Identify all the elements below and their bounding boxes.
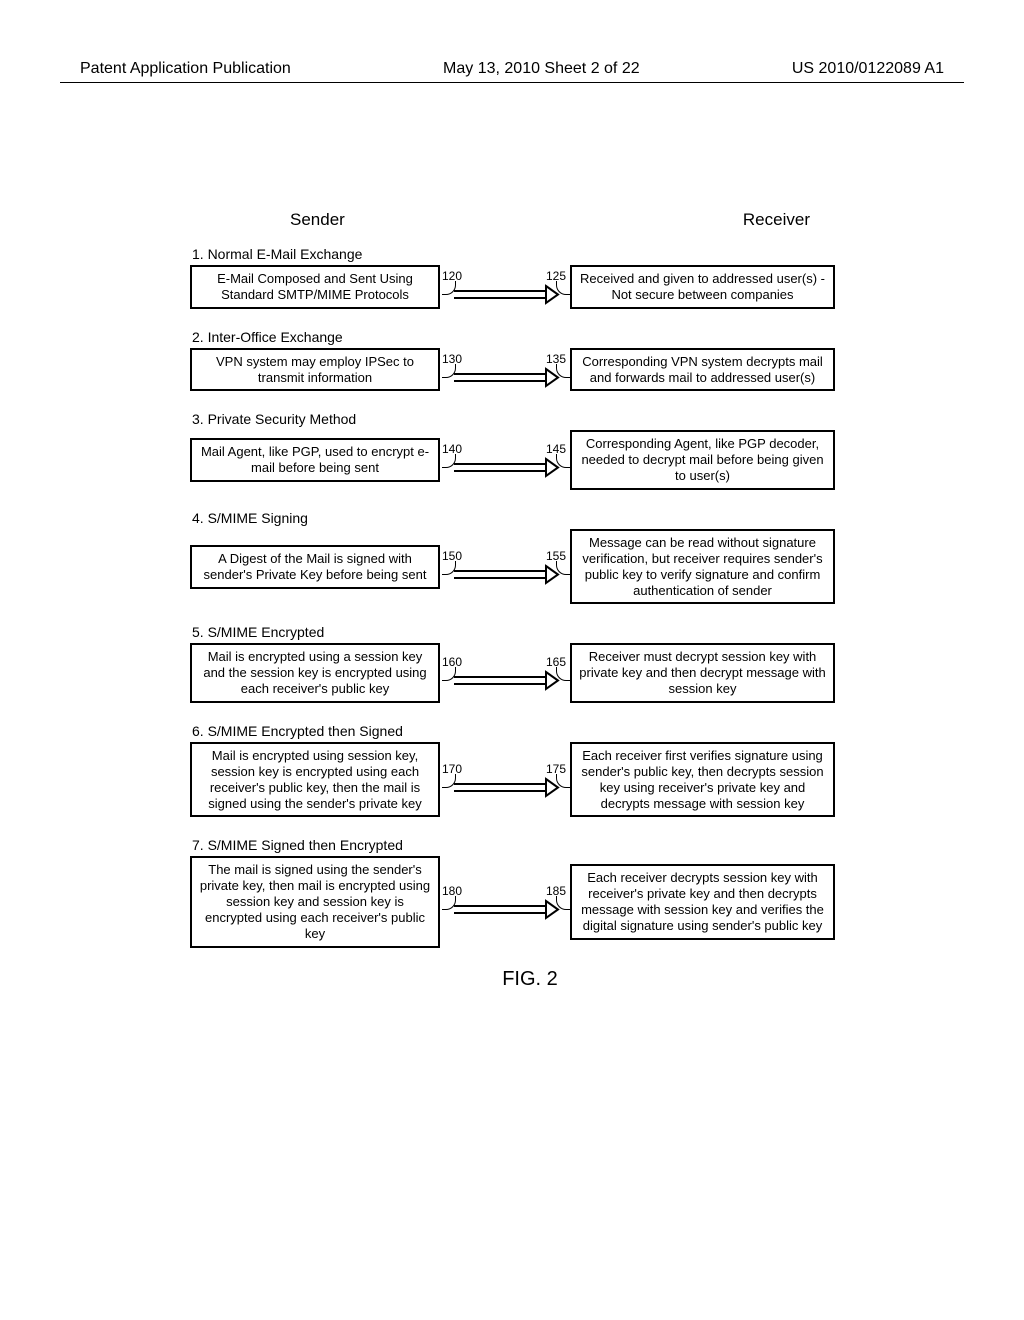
diagram-row: 6. S/MIME Encrypted then Signed Mail is … <box>190 723 870 817</box>
arrow-icon <box>450 669 560 691</box>
ref-pair: 140 145 <box>440 442 570 456</box>
arrow-icon <box>450 283 560 305</box>
row-title: 1. Normal E-Mail Exchange <box>190 246 870 262</box>
diagram-row: 3. Private Security Method Mail Agent, l… <box>190 411 870 490</box>
header-center: May 13, 2010 Sheet 2 of 22 <box>443 60 640 78</box>
arrow-icon <box>450 776 560 798</box>
diagram-row: 2. Inter-Office Exchange VPN system may … <box>190 329 870 392</box>
sender-box: Mail is encrypted using a session key an… <box>190 643 440 703</box>
receiver-box: Each receiver first verifies signature u… <box>570 742 835 817</box>
receiver-box: Received and given to addressed user(s) … <box>570 265 835 309</box>
receiver-box: Receiver must decrypt session key with p… <box>570 643 835 703</box>
arrow-icon <box>450 563 560 585</box>
ref-pair: 180 185 <box>440 884 570 898</box>
row-title: 5. S/MIME Encrypted <box>190 624 870 640</box>
receiver-box: Corresponding Agent, like PGP decoder, n… <box>570 430 835 490</box>
row-pair: Mail is encrypted using a session key an… <box>190 643 870 703</box>
ref-pair: 170 175 <box>440 762 570 776</box>
arrow-zone: 160 165 <box>440 655 570 691</box>
arrow-icon <box>450 366 560 388</box>
figure-label: FIG. 2 <box>190 968 870 991</box>
row-pair: Mail is encrypted using session key, ses… <box>190 742 870 817</box>
sender-box: Mail is encrypted using session key, ses… <box>190 742 440 817</box>
row-pair: VPN system may employ IPSec to transmit … <box>190 348 870 392</box>
row-pair: E-Mail Composed and Sent Using Standard … <box>190 265 870 309</box>
row-title: 7. S/MIME Signed then Encrypted <box>190 837 870 853</box>
ref-pair: 160 165 <box>440 655 570 669</box>
column-headers: Sender Receiver <box>190 210 870 230</box>
arrow-icon <box>450 898 560 920</box>
arrow-zone: 150 155 <box>440 549 570 585</box>
row-pair: A Digest of the Mail is signed with send… <box>190 529 870 604</box>
arrow-zone: 140 145 <box>440 442 570 478</box>
header-rule <box>60 82 964 83</box>
row-title: 6. S/MIME Encrypted then Signed <box>190 723 870 739</box>
arrow-icon <box>450 456 560 478</box>
sender-box: VPN system may employ IPSec to transmit … <box>190 348 440 392</box>
row-pair: Mail Agent, like PGP, used to encrypt e-… <box>190 430 870 490</box>
sender-box: A Digest of the Mail is signed with send… <box>190 545 440 589</box>
diagram-row: 1. Normal E-Mail Exchange E-Mail Compose… <box>190 246 870 309</box>
sender-col-header: Sender <box>290 210 345 230</box>
arrow-zone: 130 135 <box>440 352 570 388</box>
page-header: Patent Application Publication May 13, 2… <box>0 60 1024 78</box>
row-title: 3. Private Security Method <box>190 411 870 427</box>
receiver-box: Corresponding VPN system decrypts mail a… <box>570 348 835 392</box>
receiver-box: Message can be read without signature ve… <box>570 529 835 604</box>
arrow-zone: 170 175 <box>440 762 570 798</box>
row-title: 4. S/MIME Signing <box>190 510 870 526</box>
receiver-col-header: Receiver <box>743 210 810 230</box>
row-pair: The mail is signed using the sender's pr… <box>190 856 870 947</box>
arrow-zone: 120 125 <box>440 269 570 305</box>
sender-box: E-Mail Composed and Sent Using Standard … <box>190 265 440 309</box>
diagram-row: 5. S/MIME Encrypted Mail is encrypted us… <box>190 624 870 703</box>
sender-box: The mail is signed using the sender's pr… <box>190 856 440 947</box>
header-right: US 2010/0122089 A1 <box>792 60 944 78</box>
diagram-row: 4. S/MIME Signing A Digest of the Mail i… <box>190 510 870 604</box>
header-left: Patent Application Publication <box>80 60 291 78</box>
sender-box: Mail Agent, like PGP, used to encrypt e-… <box>190 438 440 482</box>
row-title: 2. Inter-Office Exchange <box>190 329 870 345</box>
diagram-area: Sender Receiver 1. Normal E-Mail Exchang… <box>190 210 870 991</box>
ref-pair: 130 135 <box>440 352 570 366</box>
ref-pair: 120 125 <box>440 269 570 283</box>
ref-pair: 150 155 <box>440 549 570 563</box>
receiver-box: Each receiver decrypts session key with … <box>570 864 835 939</box>
arrow-zone: 180 185 <box>440 884 570 920</box>
diagram-row: 7. S/MIME Signed then Encrypted The mail… <box>190 837 870 947</box>
